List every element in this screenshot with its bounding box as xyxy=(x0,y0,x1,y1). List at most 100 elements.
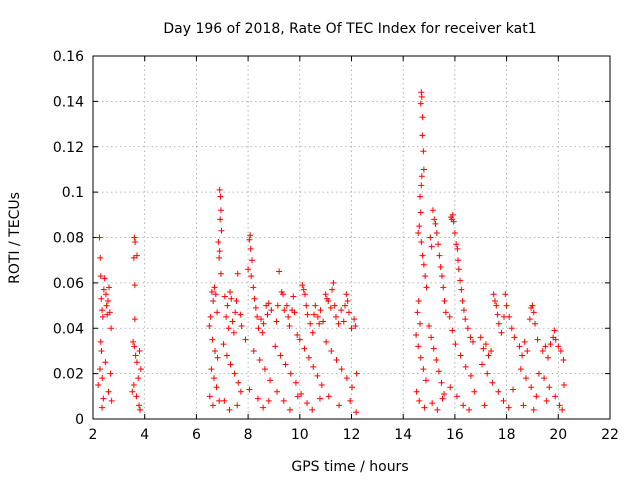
data-point xyxy=(451,229,458,236)
y-tick-label: 0.04 xyxy=(53,321,84,337)
data-point xyxy=(457,352,464,359)
data-point xyxy=(212,291,219,298)
data-point xyxy=(520,402,527,409)
data-point xyxy=(213,384,220,391)
data-point xyxy=(418,93,425,100)
data-point xyxy=(440,284,447,291)
data-point xyxy=(415,298,422,305)
data-point xyxy=(260,404,267,411)
data-point xyxy=(413,332,420,339)
data-point xyxy=(336,402,343,409)
data-point xyxy=(100,395,107,402)
data-point xyxy=(458,286,465,293)
data-point xyxy=(102,359,109,366)
data-point xyxy=(495,320,502,327)
data-point xyxy=(517,366,524,373)
data-point xyxy=(132,239,139,246)
data-points xyxy=(95,89,567,416)
data-point xyxy=(216,248,223,255)
data-point xyxy=(557,347,564,354)
data-point xyxy=(101,275,108,282)
data-point xyxy=(137,406,144,413)
data-point xyxy=(460,307,467,314)
data-point xyxy=(283,302,290,309)
data-point xyxy=(348,325,355,332)
data-point xyxy=(469,338,476,345)
data-point xyxy=(413,388,420,395)
y-tick-label: 0 xyxy=(75,412,84,428)
data-point xyxy=(343,375,350,382)
data-point xyxy=(247,232,254,239)
data-point xyxy=(108,397,115,404)
data-point xyxy=(108,325,115,332)
data-point xyxy=(99,313,106,320)
data-point xyxy=(510,386,517,393)
data-point xyxy=(252,304,259,311)
data-point xyxy=(559,406,566,413)
y-axis-title: ROTI / TECUs xyxy=(7,192,23,284)
data-point xyxy=(299,282,306,289)
data-point xyxy=(268,307,275,314)
data-point xyxy=(449,211,456,218)
data-point xyxy=(417,320,424,327)
data-point xyxy=(459,298,466,305)
data-point xyxy=(254,395,261,402)
data-point xyxy=(135,375,142,382)
data-point xyxy=(524,347,531,354)
data-point xyxy=(464,325,471,332)
data-point xyxy=(286,406,293,413)
data-point xyxy=(325,298,332,305)
data-point xyxy=(235,379,242,386)
data-point xyxy=(522,375,529,382)
grid-layer xyxy=(93,56,610,419)
data-point xyxy=(420,366,427,373)
data-point xyxy=(131,234,138,241)
x-tick-label: 20 xyxy=(549,427,567,443)
data-point xyxy=(543,397,550,404)
data-point xyxy=(217,193,224,200)
data-point xyxy=(300,286,307,293)
data-point xyxy=(506,313,513,320)
ticks-layer: 2 4 6 8 10 12 14 16 18 20 22 0 0.02 0.04 0.06 0.08 0.1 0.… xyxy=(53,49,619,443)
data-point xyxy=(225,325,232,332)
data-point xyxy=(484,370,491,377)
data-point xyxy=(353,409,360,416)
data-point xyxy=(237,388,244,395)
data-point xyxy=(323,338,330,345)
data-point xyxy=(217,207,224,214)
data-point xyxy=(427,234,434,241)
data-point xyxy=(351,316,358,323)
data-point xyxy=(276,268,283,275)
data-point xyxy=(97,254,104,261)
data-point xyxy=(296,336,303,343)
x-tick-label: 22 xyxy=(601,427,619,443)
data-point xyxy=(100,286,107,293)
y-tick-label: 0.02 xyxy=(53,367,84,383)
data-point xyxy=(232,309,239,316)
data-point xyxy=(330,279,337,286)
data-point xyxy=(214,309,221,316)
data-point xyxy=(533,393,540,400)
data-point xyxy=(436,252,443,259)
data-point xyxy=(490,291,497,298)
data-point xyxy=(292,379,299,386)
y-tick-label: 0.06 xyxy=(53,276,84,292)
data-point xyxy=(131,316,138,323)
data-point xyxy=(485,352,492,359)
x-tick-label: 8 xyxy=(244,427,253,443)
data-point xyxy=(498,329,505,336)
data-point xyxy=(290,293,297,300)
y-tick-label: 0.08 xyxy=(53,231,84,247)
data-point xyxy=(453,241,460,248)
data-point xyxy=(208,288,215,295)
data-point xyxy=(338,307,345,314)
data-point xyxy=(322,291,329,298)
data-point xyxy=(454,245,461,252)
data-point xyxy=(287,370,294,377)
data-point xyxy=(267,377,274,384)
data-point xyxy=(349,384,356,391)
data-point xyxy=(223,313,230,320)
data-point xyxy=(446,313,453,320)
data-point xyxy=(250,347,257,354)
data-point xyxy=(97,338,104,345)
